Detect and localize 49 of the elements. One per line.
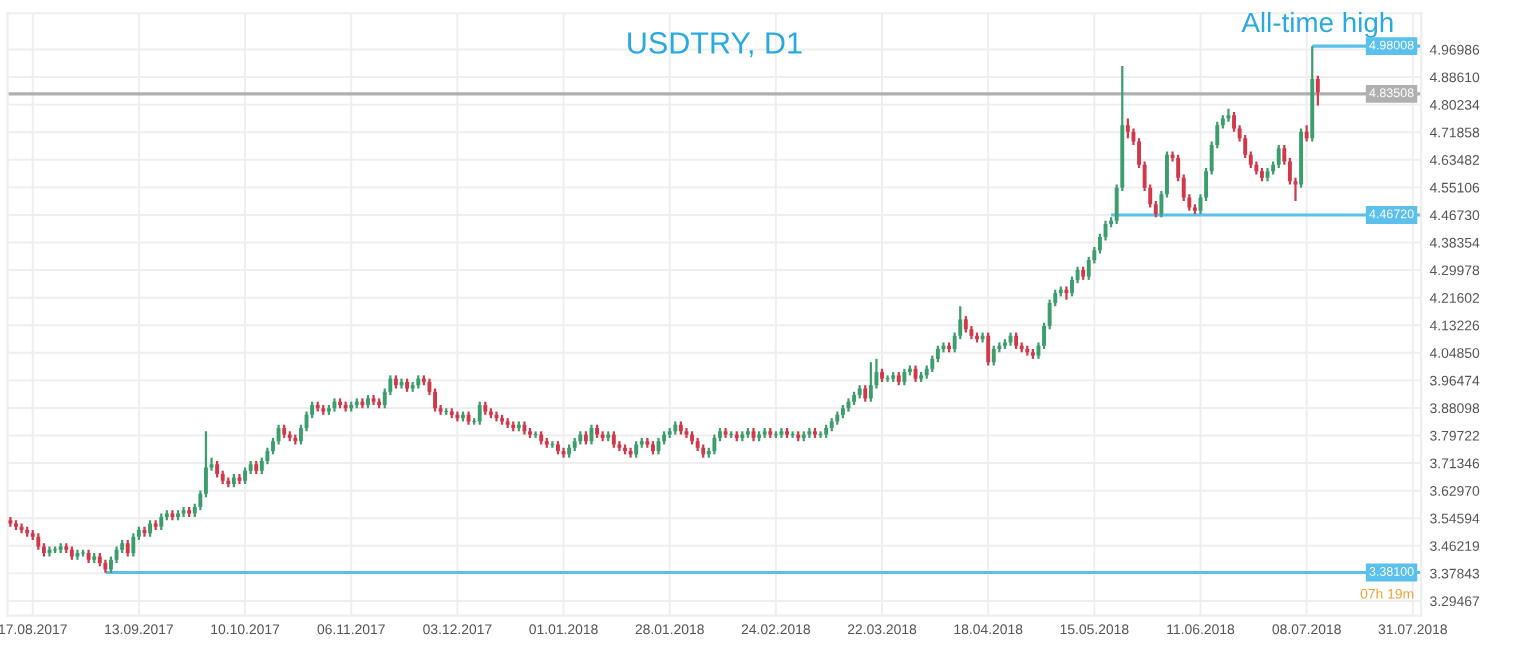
candlestick <box>1064 285 1069 301</box>
candlestick <box>650 440 655 456</box>
candlestick <box>908 364 912 377</box>
candlestick <box>628 446 633 459</box>
candlestick <box>991 344 996 367</box>
text: USDTRY, D1 <box>628 32 802 58</box>
candlestick <box>19 522 24 535</box>
candlestick <box>1276 143 1281 170</box>
candlestick <box>1086 255 1091 281</box>
annotation: All-time high <box>1241 11 1393 38</box>
candlestick <box>433 387 437 413</box>
candlestick <box>1315 74 1320 107</box>
candlestick <box>131 532 136 558</box>
candlestick <box>986 331 991 367</box>
candlestick <box>528 426 532 440</box>
candlestick <box>712 433 717 456</box>
candlestick <box>623 443 627 456</box>
candlestick <box>1070 275 1074 298</box>
candlestick <box>75 548 80 561</box>
candlestick <box>533 430 538 440</box>
candlestick <box>1002 338 1007 351</box>
candlestick <box>366 393 370 410</box>
candlestick <box>109 555 113 574</box>
candlestick <box>947 341 952 354</box>
candlestick <box>461 410 465 423</box>
candlestick <box>276 423 281 446</box>
candlestick <box>338 397 342 410</box>
candlestick <box>243 466 248 486</box>
candlestick <box>556 440 560 456</box>
candlestick <box>975 331 979 344</box>
candlestick <box>176 509 180 522</box>
candlestick <box>885 374 890 384</box>
candlestick <box>1243 133 1248 160</box>
candlestick <box>477 400 482 426</box>
candlestick <box>595 423 600 440</box>
candlestick <box>868 361 873 403</box>
candlestick <box>8 515 13 528</box>
candlestick <box>690 430 695 446</box>
candlestick <box>818 430 823 440</box>
candlestick <box>785 426 789 440</box>
candlestick <box>880 367 884 384</box>
candlestick <box>813 426 817 440</box>
candlestick <box>1260 166 1264 183</box>
candlestick <box>14 519 18 532</box>
candlestick <box>1125 117 1130 140</box>
candlestick <box>1226 107 1231 123</box>
candlestick <box>360 397 365 410</box>
candlestick <box>81 548 85 558</box>
candlestick <box>170 509 175 522</box>
